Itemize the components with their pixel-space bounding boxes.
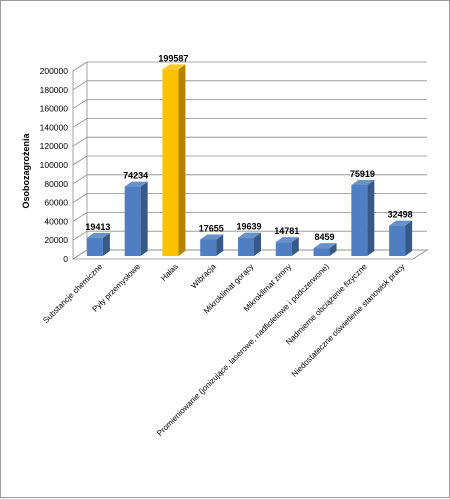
y-tick-label: 20000 <box>44 235 68 245</box>
bar-side <box>254 232 261 256</box>
bar-front <box>86 237 103 256</box>
y-tick-label: 160000 <box>40 104 69 114</box>
gridline-side <box>72 99 88 109</box>
data-label: 74234 <box>123 171 148 181</box>
category-label: Promieniowanie (jonizujące, laserowe, na… <box>155 262 331 438</box>
gridline-side <box>72 80 88 91</box>
category-label: Hałas <box>159 262 180 283</box>
bar-top <box>351 180 375 186</box>
bar <box>162 64 186 256</box>
bar-front <box>162 69 179 256</box>
bar-front <box>124 186 141 256</box>
gridline-side <box>72 212 88 222</box>
bar-top <box>275 237 299 243</box>
data-label: 8459 <box>315 232 335 242</box>
y-tick-label: 40000 <box>44 216 68 226</box>
bar-layer <box>86 64 413 256</box>
category-label: Wibracja <box>189 262 218 291</box>
y-axis-title: Osobozagrożenia <box>21 133 31 209</box>
bar <box>124 181 148 256</box>
gridline-side <box>72 193 88 203</box>
y-tick-label: 200000 <box>40 66 69 76</box>
bar <box>238 232 261 256</box>
bar-side <box>291 237 299 256</box>
gridline-side <box>72 155 88 166</box>
bar-side <box>102 232 110 256</box>
data-label: 75919 <box>350 169 375 179</box>
data-label: 17655 <box>199 223 224 233</box>
data-label: 199587 <box>158 53 188 63</box>
bar-side <box>329 243 337 256</box>
y-tick-label: 120000 <box>40 141 69 151</box>
bar <box>86 232 110 256</box>
y-tick-label: 60000 <box>44 198 68 208</box>
bar <box>200 234 224 256</box>
bar-front <box>238 237 254 256</box>
data-label: 32498 <box>388 210 413 220</box>
bar <box>389 220 413 256</box>
bar-top <box>162 64 186 70</box>
gridline-side <box>72 61 88 72</box>
y-tick-label: 0 <box>63 254 68 264</box>
gridline-side <box>72 174 88 185</box>
bar-top <box>238 232 261 238</box>
data-label: 19413 <box>85 222 110 232</box>
y-tick-label: 80000 <box>44 179 68 189</box>
bar-side <box>140 181 148 256</box>
bar-side <box>367 180 375 256</box>
bar <box>313 243 337 256</box>
data-label: 14781 <box>274 226 299 236</box>
bar-top <box>86 232 110 238</box>
bar-front <box>313 248 330 256</box>
y-tick-label: 140000 <box>40 122 69 132</box>
bar-top <box>124 181 148 187</box>
bar-front <box>389 225 406 256</box>
bar-top <box>200 234 224 240</box>
bar-side <box>405 220 413 256</box>
bar-front <box>275 242 292 256</box>
bar-side <box>216 234 224 256</box>
data-label: 19639 <box>236 222 261 232</box>
gridline-side <box>72 230 88 241</box>
gridline-side <box>72 118 88 128</box>
floor <box>71 249 429 260</box>
category-label: Substancje chemiczne <box>41 262 104 325</box>
axis-layer <box>71 62 429 260</box>
gridline-side <box>72 136 88 147</box>
bar-top <box>389 220 413 226</box>
y-tick-label: 180000 <box>40 85 69 95</box>
bar-front <box>200 239 217 256</box>
bar-top <box>313 243 337 249</box>
bar <box>275 237 299 256</box>
bar-side <box>178 64 186 256</box>
y-tick-label: 100000 <box>40 160 69 170</box>
bar-front <box>351 185 368 256</box>
bar <box>351 180 375 256</box>
category-label: Nadmierne obciążenie fizyczne <box>284 262 369 347</box>
